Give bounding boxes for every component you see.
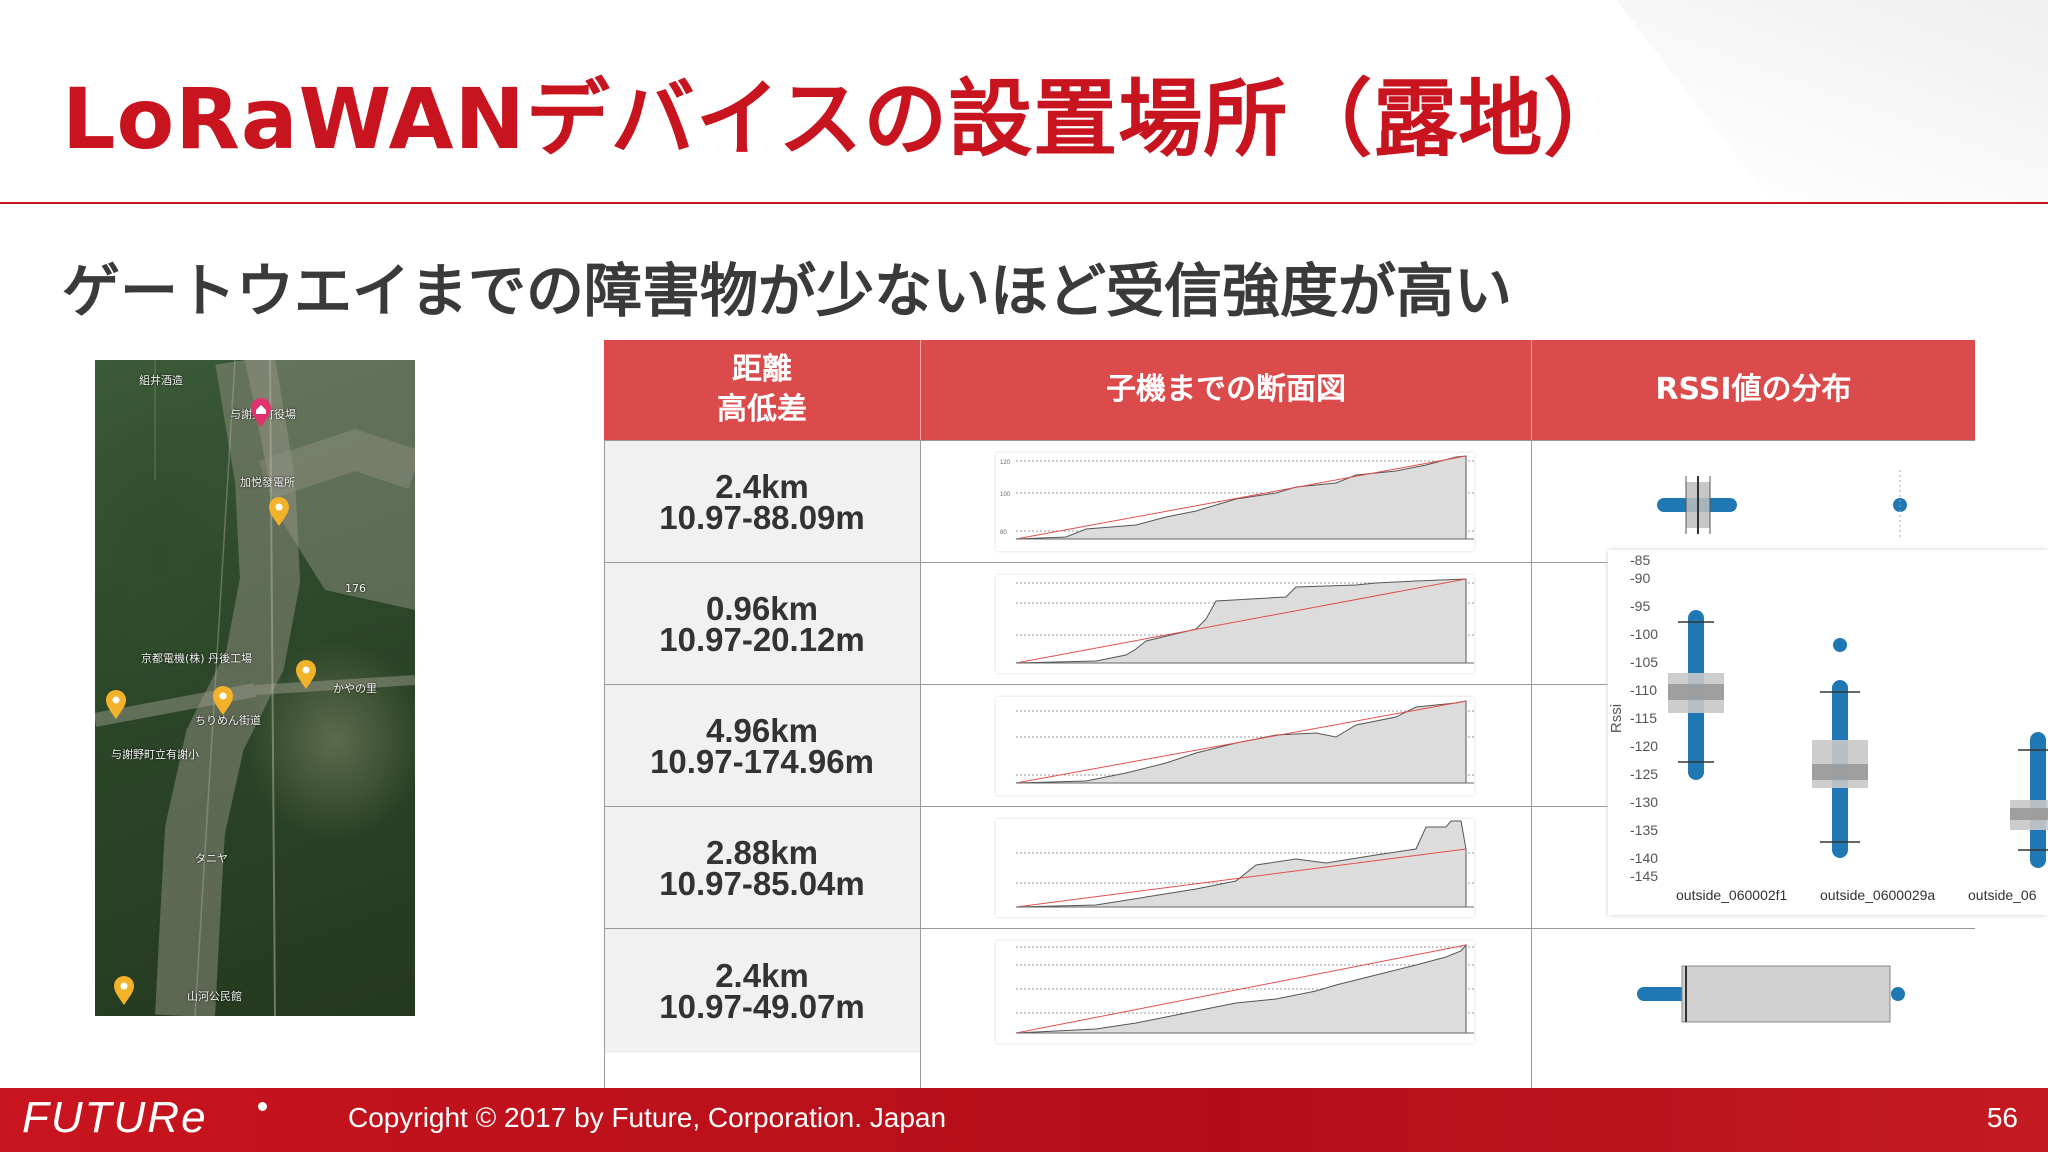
- table-row: 2.88km 10.97-85.04m: [604, 806, 1975, 929]
- distance-cell: 2.4km 10.97-49.07m: [604, 929, 920, 1053]
- profile-chart: [1015, 700, 1474, 784]
- header-divider: [920, 340, 921, 440]
- x-category-label: outside_0600029a: [1820, 887, 1936, 903]
- height-range-value: 10.97-174.96m: [650, 743, 874, 780]
- table-border: [604, 440, 605, 1152]
- page-title: LoRaWANデバイスの設置場所（露地）: [62, 70, 1629, 168]
- gateway-home-icon: [251, 398, 271, 427]
- logo-dot-icon: [258, 1102, 267, 1111]
- distance-cell: 4.96km 10.97-174.96m: [604, 685, 920, 807]
- distance-value: 2.88km: [706, 834, 818, 871]
- svg-text:80: 80: [1000, 530, 1007, 536]
- map-label: 176: [345, 582, 366, 595]
- header-distance-label: 距離: [732, 352, 792, 387]
- y-tick: -135: [1630, 822, 1659, 838]
- map-label: 加悦發電所: [240, 476, 295, 489]
- table-row: 0.96km 10.97-20.12m: [604, 562, 1975, 685]
- map-label: タニヤ: [195, 852, 228, 865]
- table-header: 距離 高低差 子機までの断面図 RSSI値の分布: [604, 340, 1975, 440]
- height-range-value: 10.97-49.07m: [659, 988, 865, 1025]
- rssi-box-fragment: [1637, 965, 1905, 1023]
- elevation-profile: [996, 697, 1474, 795]
- header-height-label: 高低差: [717, 392, 807, 427]
- location-pin-icon: [269, 497, 289, 526]
- height-range-value: 10.97-20.12m: [659, 621, 865, 658]
- location-pin-icon: [106, 690, 126, 719]
- company-logo: FUTURe: [22, 1093, 208, 1142]
- title-divider: [0, 202, 2048, 204]
- y-tick: -145: [1630, 868, 1659, 884]
- profile-chart: 120 100 80: [1000, 455, 1474, 540]
- distance-value: 2.4km: [715, 468, 809, 505]
- map-label: ちりめん街道: [195, 714, 261, 727]
- elevation-profile: [996, 575, 1474, 673]
- rssi-boxes: [1668, 610, 2048, 868]
- y-tick: -85: [1630, 552, 1651, 568]
- map-label: 与謝野町立有謝小: [111, 748, 199, 761]
- profile-chart: [1015, 578, 1474, 664]
- x-category-label: outside_06: [1968, 887, 2037, 903]
- map-label: 組井酒造: [139, 374, 183, 387]
- map-label: 京都電機(株) 丹後工場: [141, 652, 253, 665]
- y-tick: -130: [1630, 794, 1659, 810]
- header-divider: [1531, 340, 1532, 440]
- header-distance: 距離 高低差: [604, 340, 920, 440]
- y-tick: -140: [1630, 850, 1659, 866]
- rssi-boxplot: Rssi -85 -90 -95 -100 -105 -110 -115 -12…: [1608, 550, 2048, 915]
- location-pin-icon: [213, 686, 233, 715]
- profile-chart: [1015, 943, 1474, 1034]
- height-range-value: 10.97-88.09m: [659, 499, 865, 536]
- slide-footer: FUTURe Copyright © 2017 by Future, Corpo…: [0, 1088, 2048, 1152]
- map-roads: [95, 360, 415, 1016]
- elevation-profile: [996, 941, 1474, 1043]
- table-row: 2.4km 10.97-49.07m: [604, 928, 1975, 1053]
- table-row: 4.96km 10.97-174.96m: [604, 684, 1975, 807]
- location-pin-icon: [296, 660, 316, 689]
- y-tick: -105: [1630, 654, 1659, 670]
- y-tick: -125: [1630, 766, 1659, 782]
- elevation-profile: [996, 819, 1474, 917]
- slide-subtitle: ゲートウエイまでの障害物が少ないほど受信強度が高い: [62, 257, 1513, 325]
- copyright-text: Copyright © 2017 by Future, Corporation.…: [348, 1102, 947, 1133]
- elevation-profile: 120 100 80: [996, 453, 1474, 551]
- distance-value: 4.96km: [706, 712, 818, 749]
- y-tick: -110: [1630, 682, 1657, 698]
- y-tick: -115: [1630, 710, 1657, 726]
- y-tick: -100: [1630, 626, 1659, 642]
- svg-text:120: 120: [1000, 460, 1011, 466]
- map-label: かやの里: [333, 682, 377, 695]
- distance-cell: 0.96km 10.97-20.12m: [604, 563, 920, 685]
- profile-chart: [1015, 820, 1474, 908]
- distance-cell: 2.88km 10.97-85.04m: [604, 807, 920, 929]
- distance-value: 2.4km: [715, 957, 809, 994]
- satellite-map: 組井酒造 与謝野町役場 加悦發電所 京都電機(株) 丹後工場 与謝野町立有謝小 …: [95, 360, 415, 1016]
- svg-text:100: 100: [1000, 492, 1011, 498]
- header-profile: 子機までの断面図: [1106, 372, 1346, 407]
- table-border: [1531, 440, 1532, 1152]
- y-tick: -90: [1630, 570, 1651, 586]
- x-category-label: outside_060002f1: [1676, 887, 1788, 903]
- header-rssi: RSSI値の分布: [1655, 372, 1852, 407]
- height-range-value: 10.97-85.04m: [659, 865, 865, 902]
- location-pin-icon: [114, 976, 134, 1005]
- rssi-box-fragment: [1657, 470, 1907, 540]
- distance-cell: 2.4km 10.97-88.09m: [604, 441, 920, 563]
- y-tick: -120: [1630, 738, 1659, 754]
- table-row: 2.4km 10.97-88.09m 120 100 80: [604, 440, 1975, 563]
- page-number: 56: [1986, 1102, 2018, 1133]
- y-tick: -95: [1630, 598, 1651, 614]
- map-label: 山河公民館: [187, 990, 242, 1003]
- table-border: [920, 440, 921, 1152]
- distance-value: 0.96km: [706, 590, 818, 627]
